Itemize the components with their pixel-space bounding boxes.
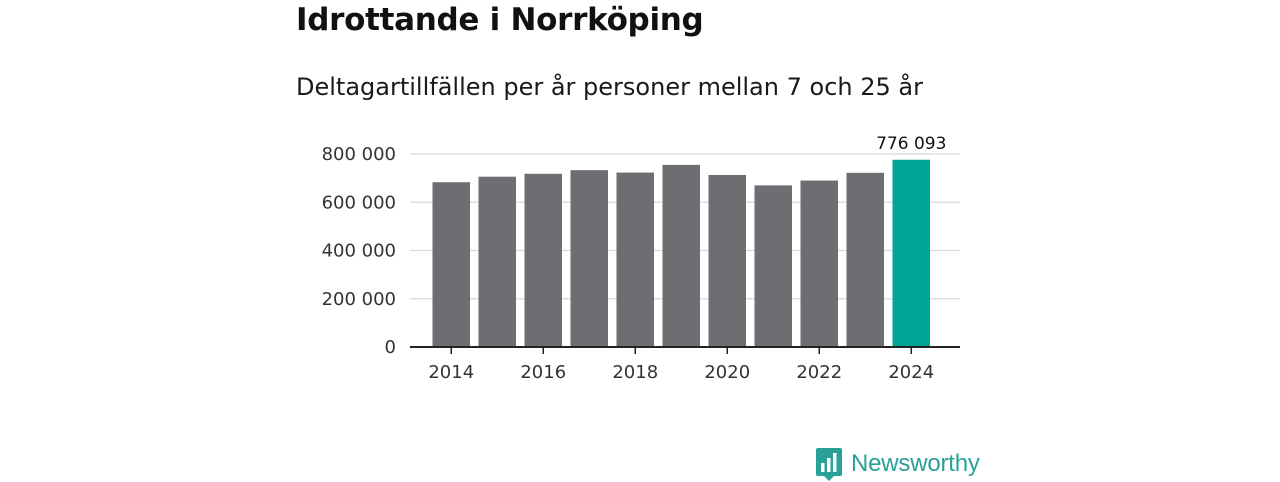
- bar-2019: [662, 164, 700, 347]
- bar-2022: [800, 180, 838, 347]
- bar-2018: [616, 172, 654, 347]
- bar-2015: [478, 176, 516, 347]
- y-axis-ticks: 0 200 000 400 000 600 000 800 000: [322, 144, 396, 358]
- data-labels: 776 093: [876, 134, 946, 154]
- x-tick-label: 2022: [796, 362, 842, 383]
- bar-2014: [432, 182, 470, 347]
- bar-2023: [846, 172, 884, 347]
- x-tick-label: 2020: [704, 362, 750, 383]
- chart-title: Idrottande i Norrköping: [296, 2, 704, 38]
- y-tick-label: 0: [385, 337, 396, 358]
- x-tick-label: 2024: [888, 362, 934, 383]
- y-tick-label: 800 000: [322, 144, 396, 165]
- y-tick-label: 400 000: [322, 241, 396, 262]
- x-axis-ticks: 2014 2016 2018 2020 2022 2024: [428, 347, 934, 383]
- chart-subtitle: Deltagartillfällen per år personer mella…: [296, 73, 923, 101]
- newsworthy-brand: Newsworthy: [815, 446, 980, 482]
- bar-2020: [708, 174, 746, 347]
- x-tick-label: 2016: [520, 362, 566, 383]
- bars: [432, 159, 930, 347]
- bar-2017: [570, 170, 608, 347]
- x-tick-label: 2018: [612, 362, 658, 383]
- y-tick-label: 200 000: [322, 289, 396, 310]
- bar-2021: [754, 185, 792, 347]
- y-tick-label: 600 000: [322, 192, 396, 213]
- data-label-highlight: 776 093: [876, 134, 946, 154]
- bar-2024: [892, 159, 930, 347]
- bar-2016: [524, 173, 562, 347]
- brand-name: Newsworthy: [851, 450, 980, 477]
- bar-chart-speech-bubble-icon: [816, 448, 842, 481]
- x-tick-label: 2014: [428, 362, 474, 383]
